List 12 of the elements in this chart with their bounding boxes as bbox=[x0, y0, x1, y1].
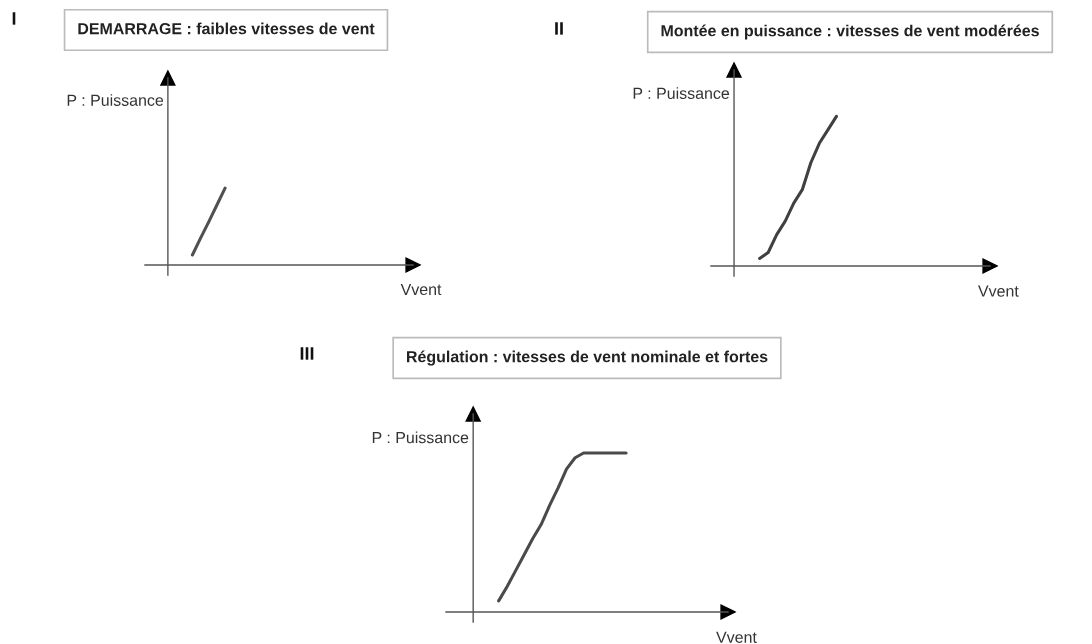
text: II bbox=[555, 22, 563, 35]
text: III bbox=[300, 347, 314, 360]
y-axis-title: P : Puissance bbox=[67, 94, 164, 106]
text: I bbox=[12, 12, 16, 25]
x-axis-title: Vvent bbox=[400, 283, 442, 296]
x-axis-title: Vvent bbox=[716, 631, 757, 643]
chart-title: Régulation : vitesses de vent nominale et fortes bbox=[407, 350, 768, 366]
x-axis-title: Vvent bbox=[978, 285, 1019, 297]
chart-title: DEMARRAGE : faibles vitesses de vent bbox=[78, 22, 375, 35]
chart-title: Montée en puissance : vitesses de vent modérées bbox=[661, 24, 1039, 40]
y-axis-title: P : Puissance bbox=[633, 87, 730, 100]
y-axis-title: P : Puissance bbox=[372, 431, 469, 444]
